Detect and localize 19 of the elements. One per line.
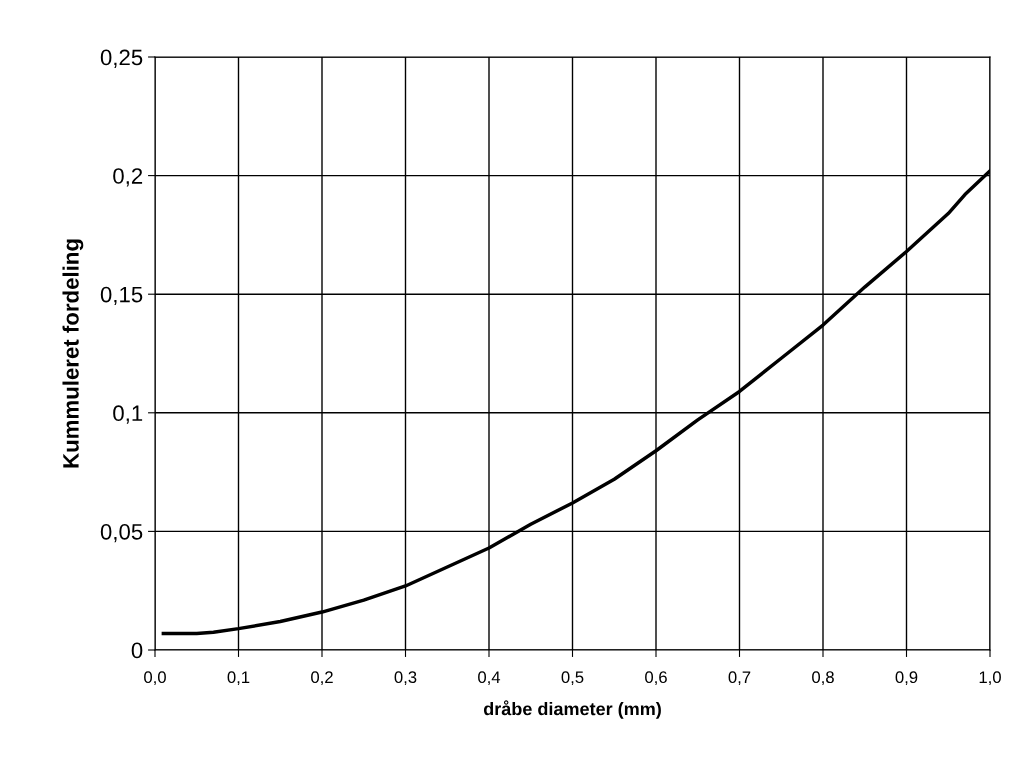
x-tick-label: 0,1 <box>227 671 250 686</box>
x-tick-label: 0,8 <box>812 671 834 686</box>
y-axis-title: Kummuleret fordeling <box>62 239 84 468</box>
y-tick-label: 0 <box>131 642 143 659</box>
x-axis-title: dråbe diameter (mm) <box>483 700 661 719</box>
y-tick-label: 0,2 <box>113 168 143 187</box>
y-tick-label: 0,25 <box>100 49 143 68</box>
x-tick-label: 0,3 <box>394 671 417 686</box>
x-tick-label: 0,4 <box>478 671 501 686</box>
x-tick-label: 1,0 <box>979 671 1001 686</box>
x-tick-label: 0,6 <box>645 671 667 686</box>
y-tick-label: 0,05 <box>100 523 143 543</box>
x-tick-label: 0,9 <box>895 671 918 686</box>
x-tick-label: 0,5 <box>561 671 584 686</box>
x-tick-label: 0,0 <box>144 671 166 686</box>
x-tick-label: 0,2 <box>311 671 333 686</box>
x-tick-label: 0,7 <box>728 671 751 686</box>
y-tick-label: 0,15 <box>100 286 143 306</box>
y-tick-label: 0,1 <box>113 405 143 424</box>
